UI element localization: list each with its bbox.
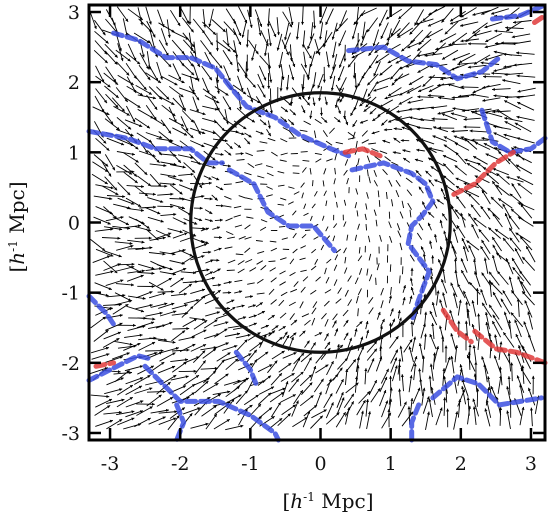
x-tick-label: 3 <box>525 453 537 475</box>
y-tick-label: -3 <box>61 423 80 445</box>
x-tick-label: 0 <box>314 453 326 475</box>
velocity-arrow <box>366 224 367 230</box>
y-tick-label: 3 <box>68 2 80 24</box>
velocity-arrow <box>293 173 300 174</box>
x-tick-label: -3 <box>101 453 120 475</box>
x-tick-label: 2 <box>455 453 467 475</box>
y-tick-label: -2 <box>61 353 80 375</box>
velocity-arrow <box>390 264 391 271</box>
y-tick-label: -1 <box>61 283 80 305</box>
velocity-arrow <box>313 180 314 186</box>
x-tick-label: 1 <box>385 453 397 475</box>
x-axis-label: [h-1 Mpc] <box>282 489 373 513</box>
y-axis-label: [h-1 Mpc] <box>5 181 29 272</box>
x-tick-label: -1 <box>241 453 260 475</box>
y-tick-label: 1 <box>68 142 80 164</box>
y-tick-label: 0 <box>68 213 80 235</box>
velocity-arrow <box>376 278 377 285</box>
velocity-arrow <box>269 261 276 262</box>
velocity-arrow <box>379 200 380 207</box>
y-tick-label: 2 <box>68 72 80 94</box>
velocity-arrow <box>301 152 308 153</box>
velocity-arrow <box>224 184 232 185</box>
x-tick-label: -2 <box>171 453 190 475</box>
